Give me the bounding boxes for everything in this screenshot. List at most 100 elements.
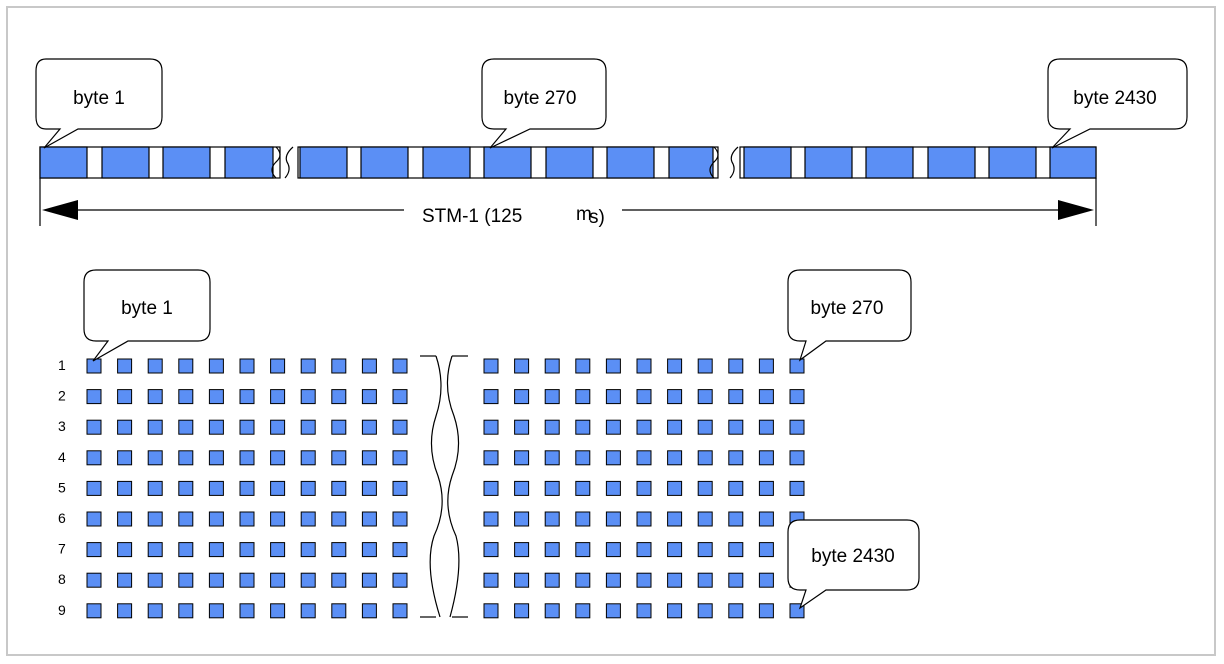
matrix-byte-cell	[697, 450, 713, 466]
matrix-byte-cell	[239, 419, 255, 435]
callout-matrix-byte-1-label: byte 1	[121, 298, 173, 319]
stream-byte-block-1	[39, 146, 88, 179]
callout-stream-byte-270: byte 270	[481, 58, 607, 149]
matrix-byte-cell	[331, 419, 347, 435]
matrix-byte-cell	[483, 389, 499, 405]
matrix-byte-cell	[789, 358, 805, 374]
frame-matrix: 1 2 3 4 5 6 7 8 9	[58, 355, 805, 619]
matrix-byte-cell	[575, 358, 591, 374]
matrix-byte-cell	[605, 450, 621, 466]
matrix-byte-cell	[789, 450, 805, 466]
matrix-byte-cell	[483, 450, 499, 466]
stream-byte-block-10	[606, 146, 655, 179]
matrix-byte-cell	[514, 542, 530, 558]
matrix-byte-cell	[147, 603, 163, 619]
stream-break-mark-2	[284, 146, 294, 179]
matrix-byte-cell	[239, 572, 255, 588]
stream-byte-block-11	[668, 146, 714, 179]
matrix-byte-cell	[208, 450, 224, 466]
callout-stream-byte-1: byte 1	[35, 58, 163, 149]
matrix-byte-cell	[514, 389, 530, 405]
matrix-byte-cell	[86, 542, 102, 558]
matrix-byte-cell	[605, 389, 621, 405]
matrix-byte-cell	[728, 480, 744, 496]
stream-byte-block-6	[360, 146, 409, 179]
matrix-byte-cell	[605, 572, 621, 588]
matrix-byte-cell	[697, 572, 713, 588]
callout-stream-byte-1-label: byte 1	[73, 88, 125, 109]
stream-byte-block-16	[988, 146, 1037, 179]
matrix-byte-cell	[270, 389, 286, 405]
matrix-byte-cell	[667, 603, 683, 619]
matrix-byte-cell	[392, 389, 408, 405]
matrix-byte-cell	[208, 511, 224, 527]
matrix-byte-cell	[605, 542, 621, 558]
matrix-byte-cell	[605, 419, 621, 435]
matrix-byte-cell	[544, 542, 560, 558]
matrix-byte-cell	[483, 358, 499, 374]
matrix-byte-cell	[483, 542, 499, 558]
matrix-byte-cell	[300, 511, 316, 527]
duration-unit-symbol: m	[576, 204, 592, 225]
matrix-byte-cell	[147, 480, 163, 496]
matrix-byte-cell	[331, 511, 347, 527]
matrix-byte-cell	[331, 542, 347, 558]
matrix-byte-cell	[392, 603, 408, 619]
stream-byte-block-13	[804, 146, 853, 179]
matrix-byte-cell	[575, 572, 591, 588]
matrix-byte-cell	[697, 419, 713, 435]
stream-byte-block-9	[545, 146, 594, 179]
matrix-byte-cell	[300, 389, 316, 405]
matrix-row-label-8: 8	[58, 571, 66, 587]
matrix-byte-cell	[544, 480, 560, 496]
matrix-byte-cell	[117, 358, 133, 374]
matrix-byte-cell	[300, 450, 316, 466]
matrix-byte-cell	[178, 389, 194, 405]
matrix-byte-cell	[208, 389, 224, 405]
matrix-byte-cell	[361, 450, 377, 466]
matrix-byte-cell	[208, 419, 224, 435]
stream-break-mark-4	[729, 146, 739, 179]
matrix-byte-cell	[575, 542, 591, 558]
matrix-byte-cell	[208, 603, 224, 619]
duration-label: STM-1 (125	[422, 206, 522, 227]
matrix-byte-cell	[392, 419, 408, 435]
matrix-byte-cell	[667, 450, 683, 466]
matrix-byte-cell	[544, 358, 560, 374]
matrix-byte-cell	[178, 603, 194, 619]
matrix-byte-cell	[789, 480, 805, 496]
matrix-byte-cell	[514, 358, 530, 374]
matrix-byte-cell	[758, 480, 774, 496]
matrix-byte-cell	[514, 603, 530, 619]
matrix-byte-cell	[86, 572, 102, 588]
matrix-byte-cell	[86, 480, 102, 496]
matrix-byte-cell	[86, 389, 102, 405]
matrix-byte-cell	[697, 603, 713, 619]
duration-arrowhead-right	[1058, 200, 1094, 220]
matrix-byte-cell	[300, 542, 316, 558]
matrix-byte-cell	[667, 572, 683, 588]
matrix-byte-cell	[392, 511, 408, 527]
matrix-byte-cell	[361, 511, 377, 527]
matrix-byte-cell	[789, 389, 805, 405]
matrix-byte-cell	[758, 389, 774, 405]
matrix-byte-cell	[331, 603, 347, 619]
matrix-byte-cell	[605, 480, 621, 496]
matrix-byte-cell	[361, 419, 377, 435]
matrix-byte-cell	[208, 542, 224, 558]
matrix-byte-cell	[117, 572, 133, 588]
matrix-byte-cell	[392, 358, 408, 374]
matrix-byte-cell	[483, 511, 499, 527]
matrix-byte-cell	[147, 419, 163, 435]
matrix-byte-cell	[636, 542, 652, 558]
matrix-byte-cell	[178, 450, 194, 466]
matrix-byte-cell	[605, 511, 621, 527]
matrix-byte-cell	[758, 542, 774, 558]
matrix-byte-cell	[636, 450, 652, 466]
matrix-byte-cell	[331, 480, 347, 496]
matrix-byte-cell	[117, 542, 133, 558]
matrix-byte-cell	[86, 511, 102, 527]
matrix-byte-cell	[514, 419, 530, 435]
matrix-byte-cell	[300, 358, 316, 374]
matrix-byte-cell	[117, 480, 133, 496]
